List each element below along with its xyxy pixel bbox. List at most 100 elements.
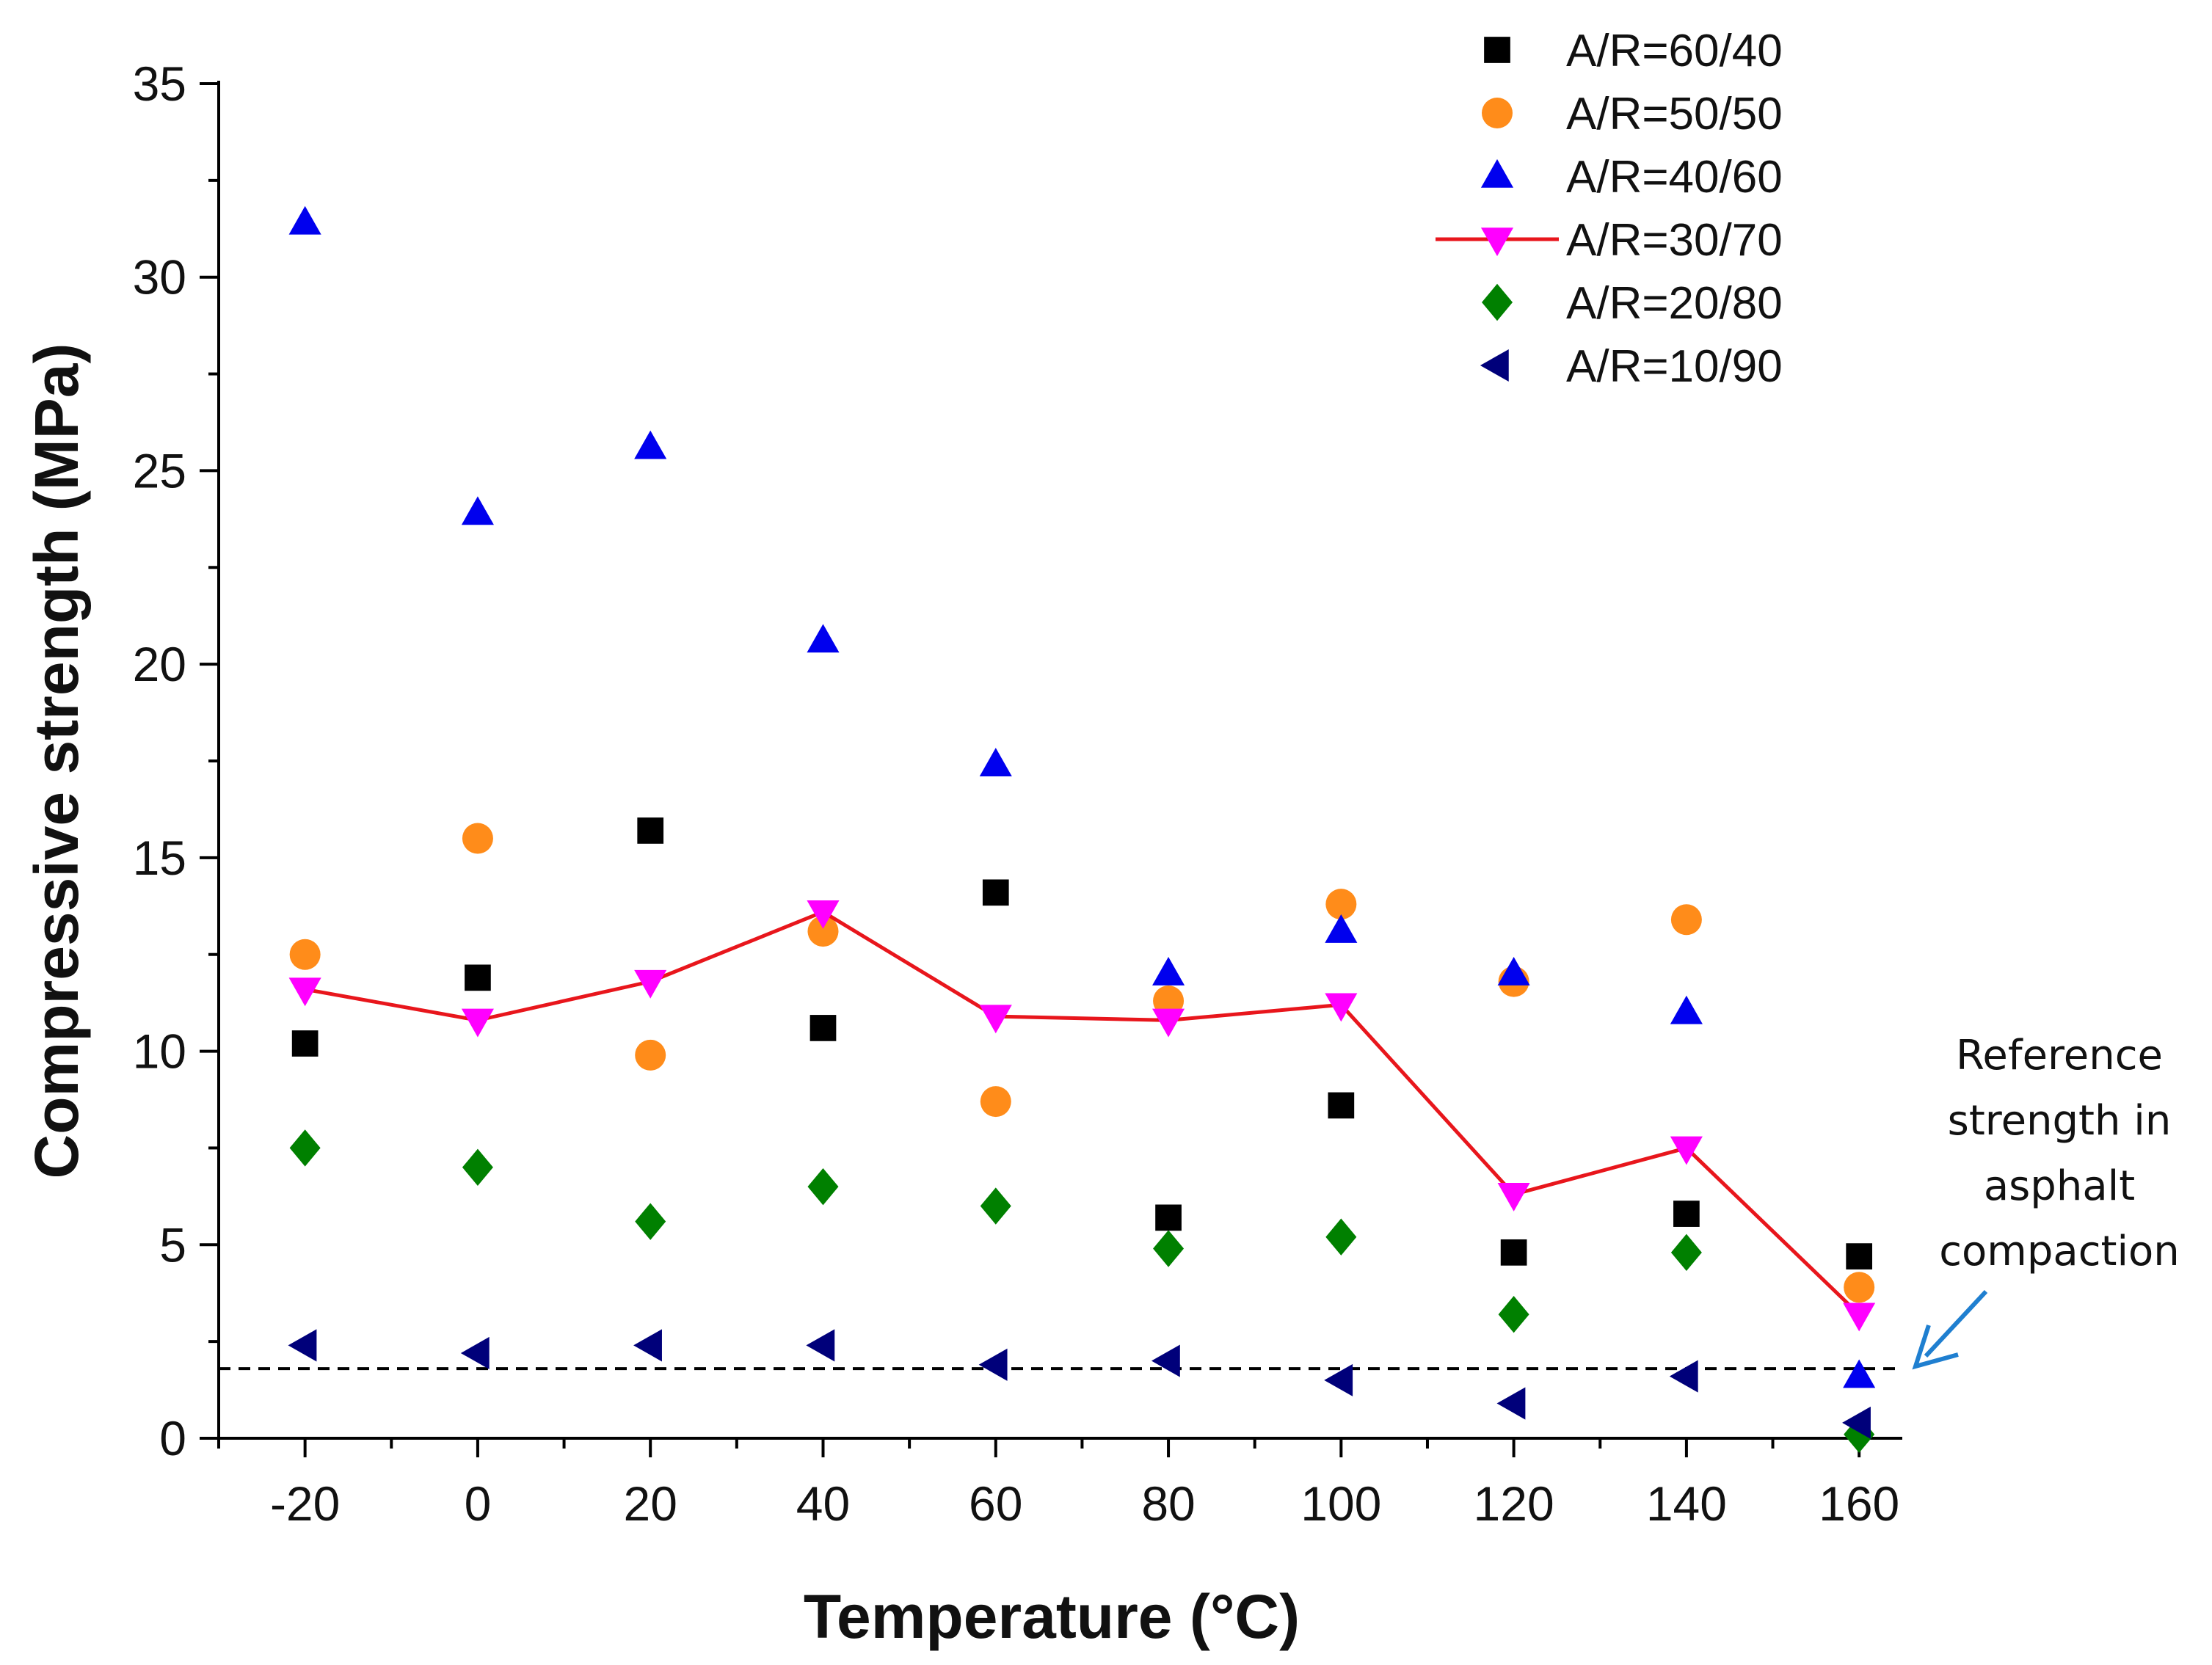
data-point [1328,1092,1355,1119]
data-point [1842,1406,1871,1439]
data-point [462,1148,493,1186]
data-point [1325,889,1357,920]
data-point [1843,1359,1876,1388]
x-tick-label: 100 [1300,1476,1381,1531]
y-tick-label: 25 [133,443,186,498]
legend-label: A/R=50/50 [1566,89,1783,139]
data-point [1325,1218,1357,1256]
legend-entry: A/R=10/90 [1480,341,1783,392]
y-tick-label: 10 [133,1024,186,1079]
data-point [1153,985,1185,1017]
y-tick-label: 5 [159,1217,186,1272]
data-point [1152,1008,1185,1038]
data-point [1151,1344,1180,1377]
x-tick-label: 160 [1819,1476,1899,1531]
series-A/R=50/50 [289,823,1875,1303]
data-point [1669,1360,1698,1393]
y-tick-label: 35 [133,57,186,111]
data-point [1670,995,1703,1024]
annotation-arrow-shaft [1924,1289,1988,1358]
x-tick-label: 20 [623,1476,677,1531]
x-tick-label: 80 [1141,1476,1195,1531]
data-point [807,1167,839,1206]
legend: A/R=60/40 A/R=50/50 A/R=40/60 A/R=30/70 A/R=… [1436,26,1783,392]
y-tick-label: 15 [133,831,186,885]
annotation-arrow-head [1912,1325,1959,1370]
data-point [461,496,494,525]
legend-entry: A/R=20/80 [1482,278,1783,329]
data-point [810,1015,837,1041]
series-A/R=10/90 [288,1329,1871,1439]
data-point [980,1086,1011,1118]
data-point [1325,914,1358,943]
data-point [289,1129,321,1167]
legend-marker [1484,37,1510,63]
data-point [288,977,321,1007]
legend-entry: A/R=30/70 [1436,215,1783,266]
data-point [806,1329,835,1362]
x-tick-label: 0 [465,1476,492,1531]
y-axis-title: Compressive strength (MPa) [22,343,91,1179]
data-point [1152,956,1185,985]
x-tick-label: 140 [1646,1476,1727,1531]
data-point [289,939,321,970]
data-point [979,748,1012,777]
legend-label: A/R=30/70 [1566,215,1783,266]
data-point [979,1005,1012,1034]
data-point [1846,1243,1873,1269]
x-tick-label: 60 [969,1476,1022,1531]
data-point [1325,993,1358,1022]
data-point [807,916,839,947]
y-tick-label: 0 [159,1411,186,1465]
data-point [1500,1239,1527,1266]
data-point [635,1203,666,1240]
legend-marker [1482,283,1513,321]
data-point [1497,956,1530,985]
x-axis-title: Temperature (°C) [804,1582,1300,1651]
series-A/R=60/40 [291,817,1873,1269]
data-point [291,1030,319,1057]
data-point [1497,1182,1530,1212]
data-point [634,430,667,459]
series-A/R=20/80 [289,1129,1875,1453]
series-line [305,909,1860,1316]
data-point [978,1348,1008,1381]
data-point [634,969,667,999]
data-point [1844,1272,1875,1303]
data-point [1670,904,1702,936]
legend-label: A/R=40/60 [1566,152,1783,203]
legend-marker [1480,349,1509,382]
data-point [635,1039,666,1071]
data-point [982,879,1009,906]
x-tick-label: 120 [1474,1476,1554,1531]
series-A/R=30/70 [288,900,1876,1332]
series-layer [288,205,1876,1453]
data-point [1843,1303,1876,1332]
y-tick-label: 20 [133,637,186,691]
legend-marker [1482,98,1513,128]
data-point [1670,1234,1702,1272]
data-point [288,1329,317,1362]
annotation-text: compaction [1939,1228,2180,1275]
data-point [462,823,493,854]
data-point [465,964,491,991]
x-tick-label: 40 [796,1476,850,1531]
series-A/R=40/60 [288,205,1876,1388]
data-point [1498,1296,1529,1333]
data-point [1673,1201,1700,1227]
legend-marker [1480,227,1514,257]
y-tick-label: 30 [133,250,186,305]
data-point [637,817,664,844]
data-point [633,1329,662,1362]
data-point [1496,1387,1526,1420]
annotation-text: Reference [1956,1032,2163,1079]
annotation-text: strength in [1948,1097,2172,1145]
data-point [807,624,840,653]
data-point [980,1187,1011,1225]
axes: 0 5 10 15 20 25 30 35 -20 0 20 40 60 80 100 120 140 160 Te… [22,57,1902,1651]
legend-entry: A/R=60/40 [1484,26,1783,76]
data-point [1670,1136,1703,1165]
legend-entry: A/R=50/50 [1482,89,1783,139]
data-point [1155,1204,1182,1231]
